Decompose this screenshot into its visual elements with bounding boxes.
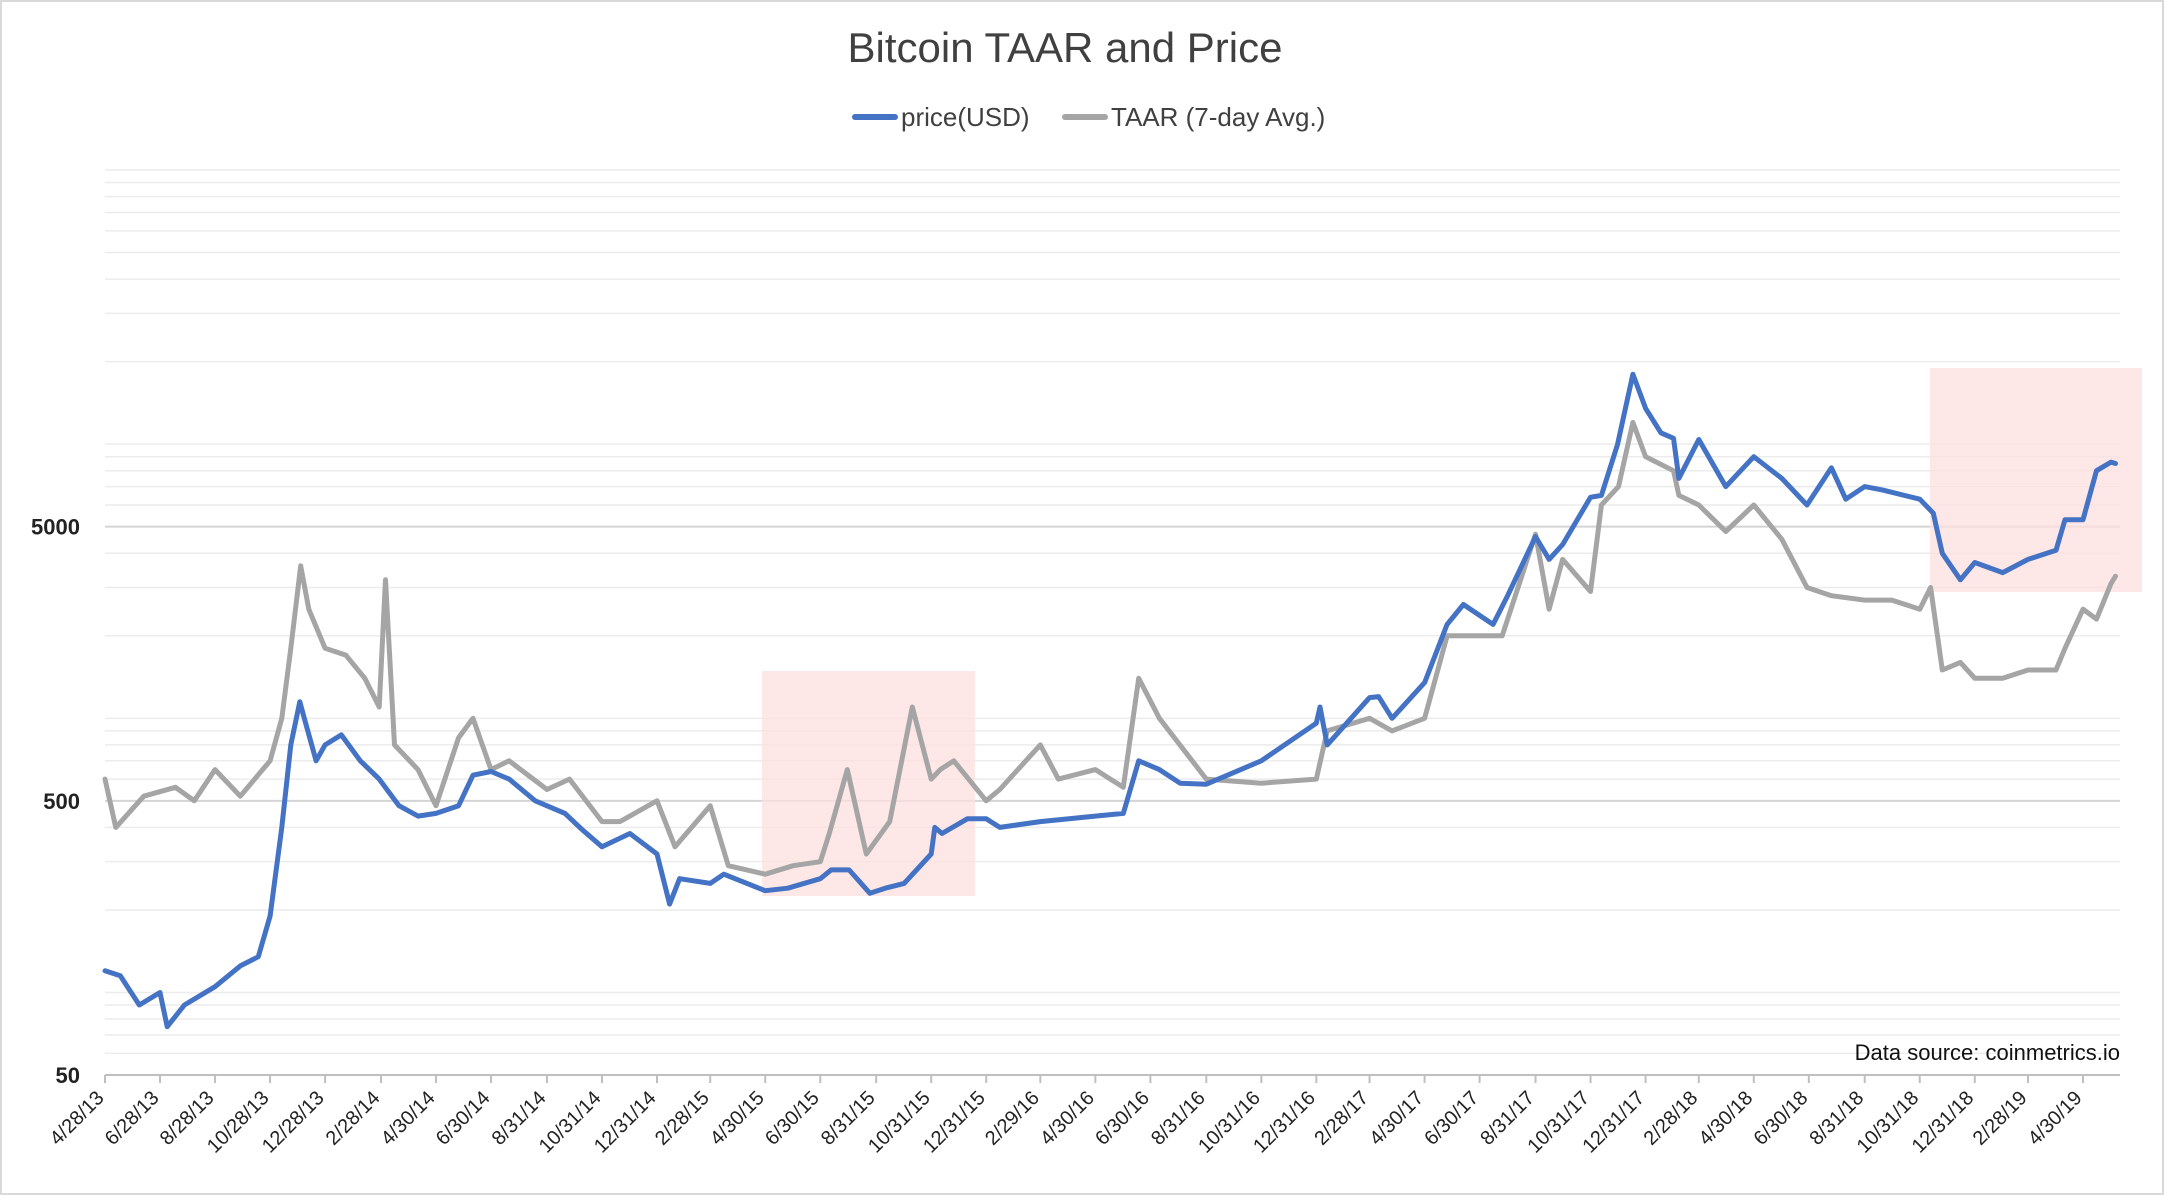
chart-title: Bitcoin TAAR and Price [848,24,1283,71]
highlight-regions [762,368,2142,896]
series-lines [102,371,2118,1030]
highlight-2015 [762,671,975,896]
legend-label-taar: TAAR (7-day Avg.) [1111,102,1325,132]
y-tick-label: 50 [56,1063,80,1088]
series-line-price [102,371,2118,1030]
legend: price(USD) TAAR (7-day Avg.) [852,102,1325,132]
series-line-taar [102,419,2118,877]
legend-label-price: price(USD) [901,102,1030,132]
y-tick-label: 5000 [31,515,80,540]
y-axis-tick-labels: 50 500 5000 [31,515,80,1088]
data-source-annotation: Data source: coinmetrics.io [1855,1040,2120,1065]
y-tick-label: 500 [43,789,80,814]
x-axis [104,1074,2120,1083]
